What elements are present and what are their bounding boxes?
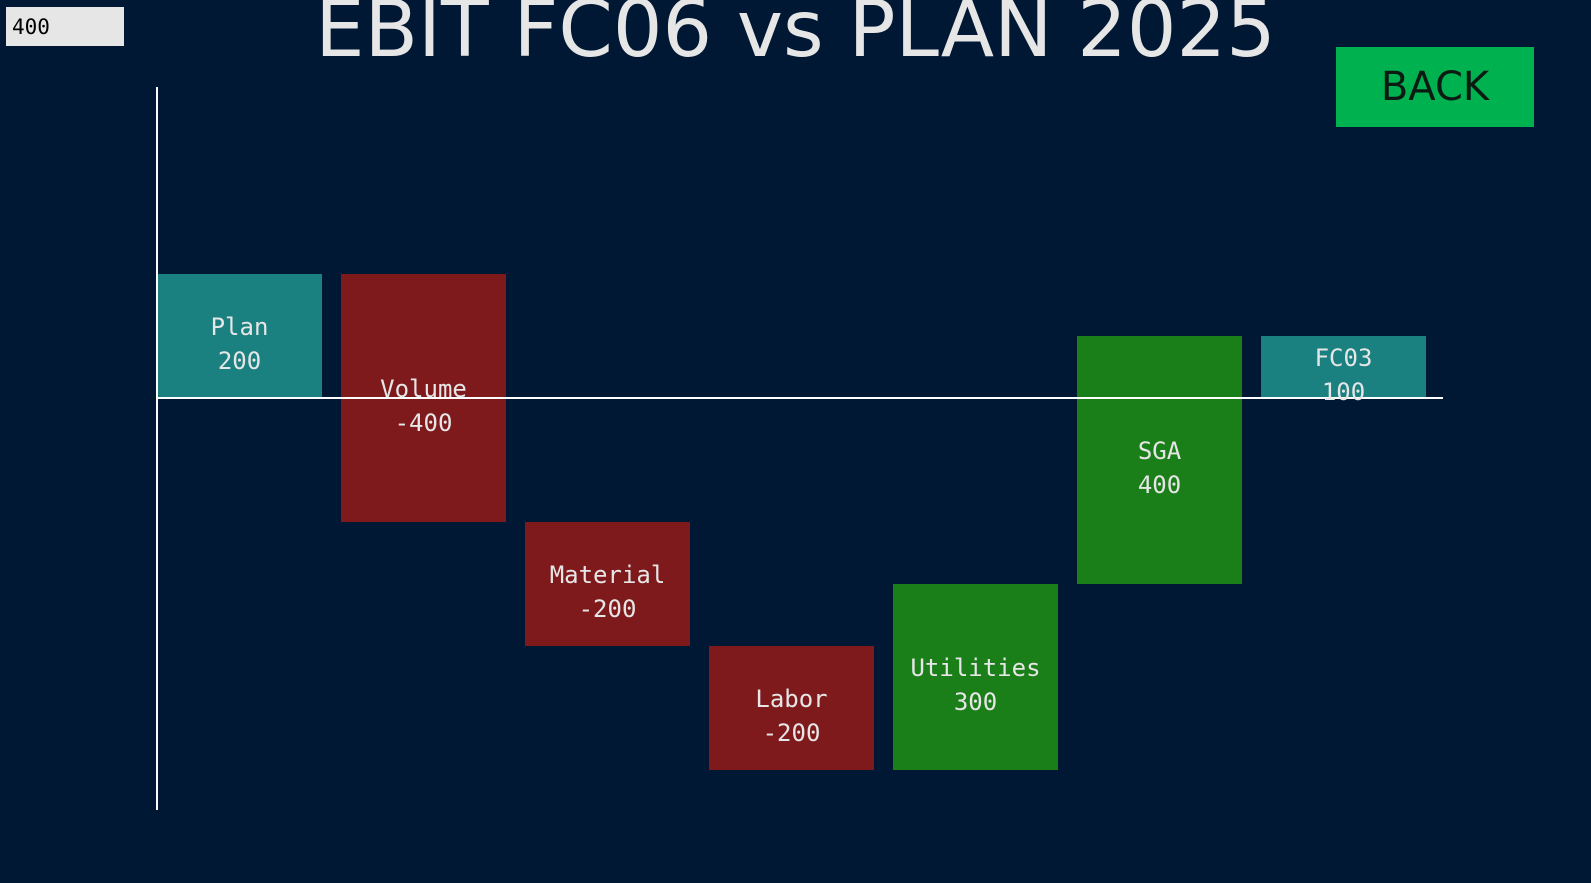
value-input[interactable] xyxy=(6,7,124,46)
bar-category-label: SGA xyxy=(1138,437,1182,465)
bar-category-label: Labor xyxy=(755,685,827,713)
bar-utilities xyxy=(893,584,1058,770)
bar-value-label: -200 xyxy=(763,719,821,747)
bar-value-label: 300 xyxy=(954,688,997,716)
back-button[interactable]: BACK xyxy=(1336,47,1534,127)
bar-category-label: Material xyxy=(550,561,666,589)
bar-category-label: Volume xyxy=(380,375,467,403)
bar-category-label: FC03 xyxy=(1315,344,1373,372)
bar-category-label: Plan xyxy=(211,313,269,341)
bar-sga xyxy=(1077,336,1242,584)
bar-fc03 xyxy=(1261,336,1426,398)
page-title: EBIT FC06 vs PLAN 2025 xyxy=(315,0,1276,75)
bar-material xyxy=(525,522,690,646)
bar-value-label: 100 xyxy=(1322,378,1365,406)
bar-value-label: -400 xyxy=(395,409,453,437)
bar-value-label: 400 xyxy=(1138,471,1181,499)
bar-value-label: -200 xyxy=(579,595,637,623)
bar-plan xyxy=(157,274,322,398)
bar-labor xyxy=(709,646,874,770)
bar-category-label: Utilities xyxy=(910,654,1040,682)
bar-value-label: 200 xyxy=(218,347,261,375)
